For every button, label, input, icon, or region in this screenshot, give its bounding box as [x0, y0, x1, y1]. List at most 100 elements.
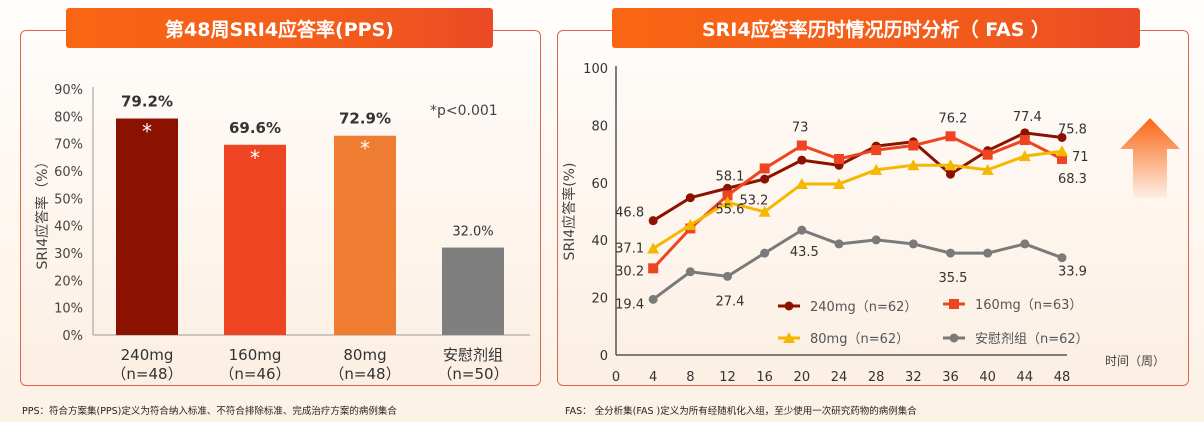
line-x-label: 时间（周） — [1105, 354, 1165, 368]
legend-label: 240mg（n=62） — [810, 300, 917, 315]
data-point — [945, 131, 956, 142]
data-point — [834, 239, 844, 249]
line-x-tick: 44 — [1017, 370, 1034, 385]
bar-y-tick: 50% — [54, 192, 83, 207]
data-point — [871, 235, 881, 245]
line-x-tick: 12 — [719, 370, 736, 385]
right-title: SRI4应答率历时情况历时分析（ FAS ） — [612, 8, 1140, 48]
line-x-tick: 8 — [686, 370, 694, 385]
line-y-tick: 20 — [591, 292, 608, 307]
line-x-tick: 4 — [649, 370, 657, 385]
bar-category-sublabel: （n=48） — [111, 365, 182, 383]
data-point — [685, 193, 695, 203]
bar-data-label: 69.6% — [229, 119, 281, 137]
legend-label: 安慰剂组（n=62） — [975, 332, 1089, 347]
line-x-tick: 40 — [979, 370, 996, 385]
line-y-tick: 0 — [600, 349, 608, 364]
line-x-tick: 20 — [794, 370, 811, 385]
point-annotation: 68.3 — [1058, 172, 1087, 187]
bar-category-sublabel: （n=46） — [219, 365, 290, 383]
point-annotation: 53.2 — [740, 193, 769, 208]
bar-category-sublabel: （n=48） — [329, 365, 400, 383]
data-point — [760, 174, 770, 184]
data-point — [722, 190, 733, 201]
bar-category-label: 160mg — [229, 346, 282, 364]
data-point — [907, 159, 920, 171]
bar-y-tick: 30% — [54, 247, 83, 262]
line-x-tick: 0 — [612, 370, 620, 385]
bar-category-label: 80mg — [343, 346, 386, 364]
point-annotation: 33.9 — [1058, 265, 1087, 280]
data-point — [797, 225, 807, 235]
significance-mark: * — [142, 120, 152, 144]
data-point — [721, 196, 734, 208]
data-point — [723, 271, 732, 281]
data-point — [797, 155, 807, 165]
legend-label: 160mg（n=63） — [975, 298, 1082, 313]
point-annotation: 35.5 — [939, 271, 968, 286]
data-point — [795, 177, 808, 189]
point-annotation: 46.8 — [615, 206, 644, 221]
bar-y-tick: 20% — [54, 274, 83, 289]
legend-label: 80mg（n=62） — [810, 332, 909, 347]
data-point — [944, 159, 957, 171]
point-annotation: 27.4 — [716, 294, 745, 309]
left-footnote: PPS：符合方案集(PPS)定义为符合纳入标准、不符合排除标准、完成治疗方案的病… — [22, 406, 397, 417]
data-point — [870, 163, 883, 175]
line-x-tick: 16 — [756, 370, 773, 385]
data-point — [982, 149, 993, 160]
data-point — [1057, 132, 1067, 142]
data-point — [983, 248, 993, 258]
data-point — [1056, 145, 1068, 157]
data-point — [1020, 239, 1030, 249]
left-title: 第48周SRI4应答率(PPS) — [66, 8, 493, 48]
bar-category-label: 安慰剂组 — [443, 346, 503, 364]
data-point — [796, 140, 807, 151]
legend-marker — [784, 301, 794, 311]
data-point — [981, 163, 994, 175]
line-x-tick: 32 — [905, 370, 922, 385]
line-y-tick: 60 — [591, 177, 608, 192]
bar-3 — [442, 247, 504, 335]
right-footnote: FAS： 全分析集(FAS )定义为所有经随机化入组，至少使用一次研究药物的病例… — [565, 406, 917, 417]
data-point — [1057, 253, 1067, 263]
data-point — [946, 169, 955, 179]
right-panel — [557, 30, 1189, 386]
bar-y-label: SRI4应答率（%） — [34, 155, 51, 270]
data-point — [759, 163, 770, 174]
point-annotation: 73 — [792, 120, 809, 135]
line-x-tick: 24 — [831, 370, 848, 385]
data-point — [648, 263, 659, 274]
data-point — [833, 177, 845, 189]
pvalue-note: *p<0.001 — [430, 103, 498, 119]
line-y-label: SRI4应答率(%) — [561, 163, 578, 261]
bar-category-label: 240mg — [121, 346, 174, 364]
legend-marker — [783, 332, 795, 343]
point-annotation: 30.2 — [615, 264, 644, 279]
series-line-2 — [652, 149, 1063, 250]
data-point — [834, 153, 844, 164]
line-y-tick: 100 — [583, 62, 608, 77]
point-annotation: 19.4 — [615, 297, 644, 312]
data-point — [760, 248, 770, 258]
significance-mark: * — [360, 137, 370, 161]
data-point — [908, 140, 919, 151]
data-point — [1019, 135, 1030, 146]
point-annotation: 71 — [1072, 150, 1089, 165]
point-annotation: 37.1 — [615, 242, 644, 257]
point-annotation: 76.2 — [939, 111, 968, 126]
data-point — [946, 248, 955, 258]
data-point — [1057, 153, 1067, 164]
data-point — [871, 145, 882, 156]
bar-y-tick: 70% — [54, 138, 83, 153]
series-line-1 — [652, 134, 1063, 270]
significance-mark: * — [250, 146, 260, 170]
data-point — [908, 239, 918, 249]
point-annotation: 58.1 — [716, 169, 745, 184]
point-annotation: 77.4 — [1013, 110, 1042, 125]
data-point — [1018, 150, 1031, 162]
bar-y-tick: 80% — [54, 110, 83, 125]
line-y-tick: 40 — [591, 234, 608, 249]
bar-y-tick: 0% — [62, 329, 83, 344]
line-x-tick: 36 — [942, 370, 959, 385]
